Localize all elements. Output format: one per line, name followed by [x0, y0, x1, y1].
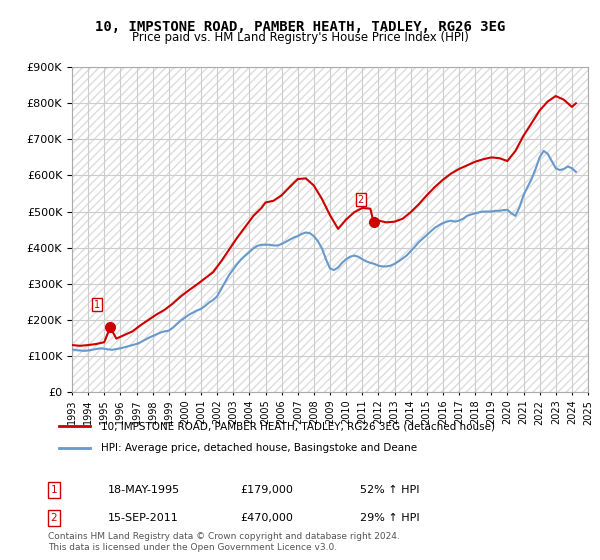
Text: 18-MAY-1995: 18-MAY-1995 [108, 485, 180, 495]
Text: 29% ↑ HPI: 29% ↑ HPI [360, 513, 419, 523]
Text: 52% ↑ HPI: 52% ↑ HPI [360, 485, 419, 495]
Text: Price paid vs. HM Land Registry's House Price Index (HPI): Price paid vs. HM Land Registry's House … [131, 31, 469, 44]
Text: 10, IMPSTONE ROAD, PAMBER HEATH, TADLEY, RG26 3EG (detached house): 10, IMPSTONE ROAD, PAMBER HEATH, TADLEY,… [101, 422, 495, 432]
Text: 2: 2 [358, 194, 364, 204]
Text: 1: 1 [50, 485, 58, 495]
Text: HPI: Average price, detached house, Basingstoke and Deane: HPI: Average price, detached house, Basi… [101, 443, 417, 453]
Text: £179,000: £179,000 [240, 485, 293, 495]
Text: 1: 1 [94, 300, 100, 310]
Text: 10, IMPSTONE ROAD, PAMBER HEATH, TADLEY, RG26 3EG: 10, IMPSTONE ROAD, PAMBER HEATH, TADLEY,… [95, 20, 505, 34]
Text: 2: 2 [50, 513, 58, 523]
Text: £470,000: £470,000 [240, 513, 293, 523]
Text: 15-SEP-2011: 15-SEP-2011 [108, 513, 179, 523]
Text: Contains HM Land Registry data © Crown copyright and database right 2024.
This d: Contains HM Land Registry data © Crown c… [48, 532, 400, 552]
